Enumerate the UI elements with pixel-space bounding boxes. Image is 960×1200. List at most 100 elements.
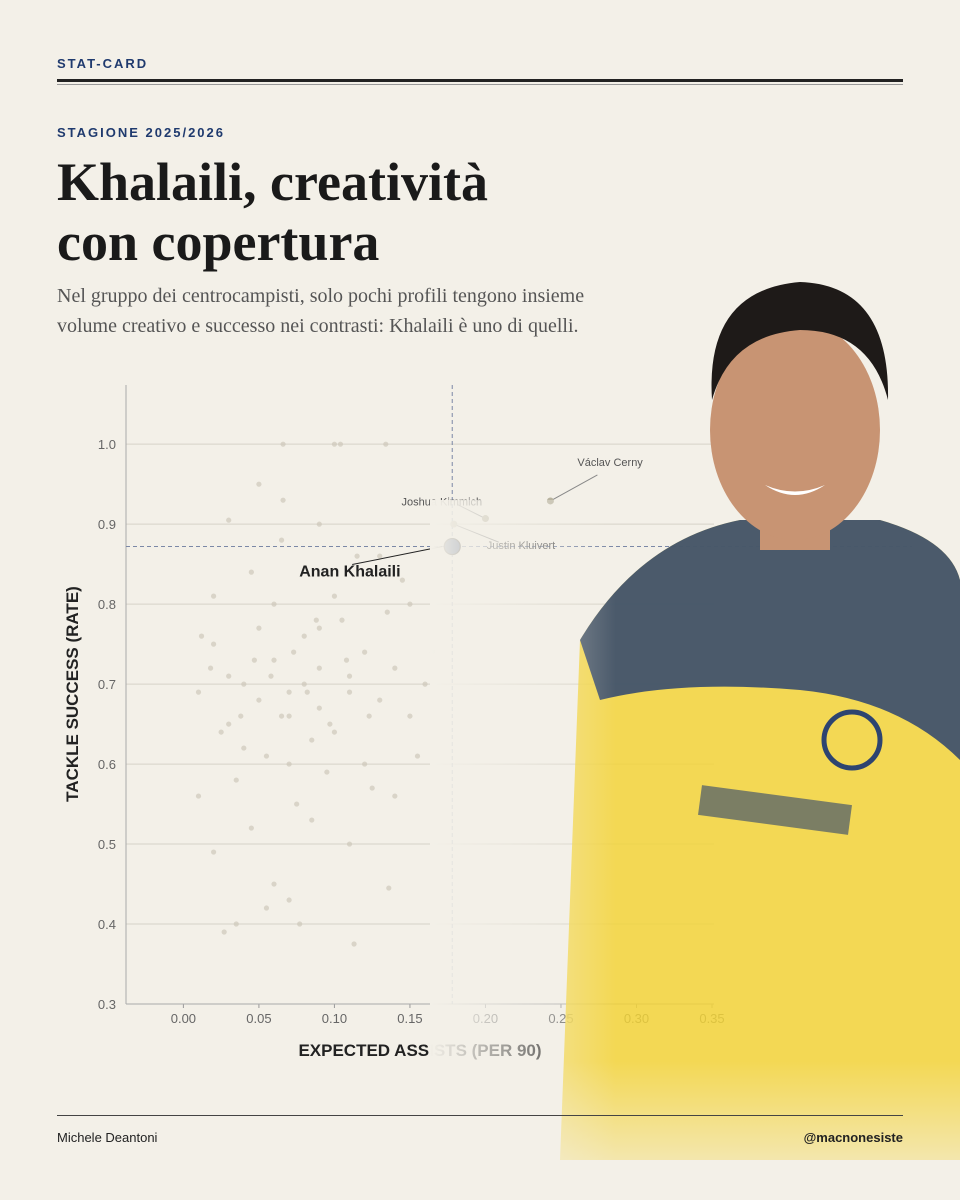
point [271, 601, 277, 607]
season: STAGIONE 2025/2026 [57, 125, 225, 140]
y-tick-label: 0.4 [98, 917, 116, 932]
point [251, 657, 257, 663]
y-tick-label: 0.9 [98, 517, 116, 532]
y-tick-label: 0.5 [98, 837, 116, 852]
point [286, 713, 292, 719]
kicker: STAT-CARD [57, 56, 148, 71]
point [241, 681, 247, 687]
point [294, 801, 300, 807]
point [256, 625, 262, 631]
point [221, 929, 227, 935]
highlight-label: Václav Cerny [577, 457, 643, 469]
y-tick-label: 0.8 [98, 597, 116, 612]
y-tick-label: 0.3 [98, 997, 116, 1012]
rule [57, 79, 903, 82]
connector [550, 474, 598, 502]
point [369, 785, 375, 791]
point [383, 441, 389, 447]
point [301, 681, 307, 687]
title: con copertura [57, 212, 379, 272]
point [195, 689, 202, 695]
point [386, 885, 392, 891]
point [226, 673, 232, 679]
point [346, 689, 353, 695]
point [309, 817, 315, 823]
point [278, 713, 285, 719]
point [362, 761, 368, 767]
point [399, 577, 405, 583]
point [316, 665, 322, 671]
point [291, 649, 297, 655]
point [286, 897, 292, 903]
rule [57, 1115, 903, 1116]
connector [352, 546, 443, 566]
x-tick-label: 0.15 [397, 1011, 422, 1026]
point [248, 569, 254, 575]
point [301, 633, 307, 639]
rule [57, 84, 903, 85]
y-tick-label: 0.7 [98, 677, 116, 692]
handle: @macnonesiste [804, 1130, 903, 1145]
highlight-label: Anan Khalaili [299, 564, 400, 581]
point [233, 921, 239, 927]
point [316, 705, 322, 711]
point [210, 849, 217, 855]
player-photo [430, 282, 960, 1160]
point [304, 689, 310, 695]
point [195, 793, 202, 799]
point [198, 633, 205, 639]
point [210, 593, 217, 599]
point [280, 441, 286, 447]
point [278, 537, 285, 543]
point [327, 721, 333, 727]
point [337, 441, 344, 447]
point [263, 905, 270, 911]
point [377, 697, 383, 703]
point [346, 841, 353, 847]
point [297, 921, 303, 927]
x-tick-label: 0.00 [171, 1011, 196, 1026]
y-axis-label: TACKLE SUCCESS (RATE) [63, 586, 82, 802]
point [271, 657, 277, 663]
point [238, 713, 244, 719]
point [226, 721, 232, 727]
y-tick-label: 0.6 [98, 757, 116, 772]
point [271, 881, 277, 887]
author: Michele Deantoni [57, 1130, 158, 1145]
point [384, 609, 390, 615]
point [392, 793, 398, 799]
point [362, 649, 368, 655]
point [316, 521, 322, 527]
point [331, 441, 338, 447]
point [339, 617, 345, 623]
point [226, 517, 232, 523]
title: Khalaili, creatività [57, 152, 488, 212]
point [377, 553, 383, 559]
subtitle: volume creativo e successo nei contrasti… [57, 315, 579, 337]
point [207, 665, 214, 671]
point [343, 657, 350, 663]
y-tick-label: 1.0 [98, 437, 116, 452]
x-tick-label: 0.05 [246, 1011, 271, 1026]
point [354, 553, 360, 559]
point [248, 825, 254, 831]
point [414, 753, 421, 759]
point [210, 641, 217, 647]
point [324, 769, 330, 775]
point [422, 681, 428, 687]
point [233, 777, 239, 783]
point [218, 729, 224, 735]
point [268, 673, 274, 679]
subtitle: Nel gruppo dei centrocampisti, solo poch… [57, 285, 584, 307]
point [366, 713, 372, 719]
point [331, 593, 338, 599]
point [407, 713, 413, 719]
point [286, 761, 292, 767]
point [331, 729, 338, 735]
point [286, 689, 292, 695]
point [407, 601, 413, 607]
point [316, 625, 322, 631]
x-tick-label: 0.10 [322, 1011, 347, 1026]
